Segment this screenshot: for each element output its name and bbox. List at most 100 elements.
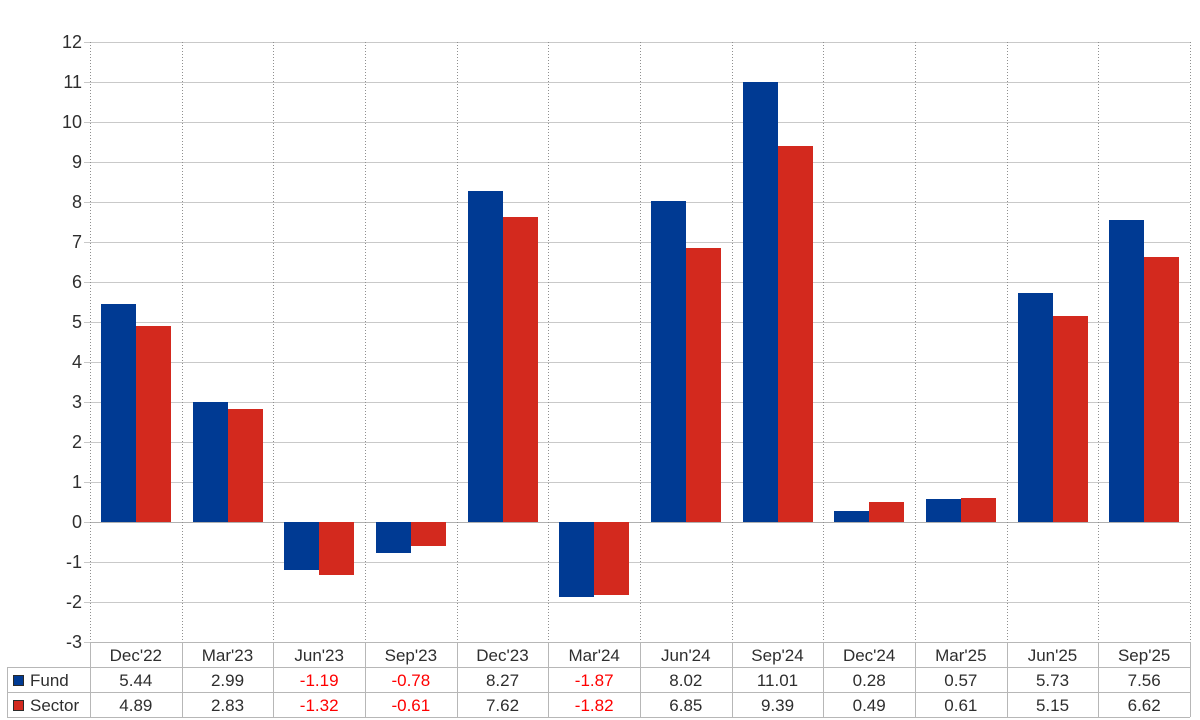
table-border <box>456 642 458 717</box>
table-header-cell: Mar'24 <box>568 646 620 665</box>
sector-bar <box>960 497 996 522</box>
table-border <box>273 642 275 717</box>
sector-value-cell: 0.49 <box>852 696 886 715</box>
table-header-cell: Dec'23 <box>476 646 529 665</box>
fund-value-cell: 8.02 <box>669 671 703 690</box>
legend-swatch-sector <box>13 699 24 711</box>
sector-value-cell: 2.83 <box>210 696 245 715</box>
y-axis-tick <box>84 322 90 323</box>
v-gridline <box>90 42 91 642</box>
y-axis-tick <box>84 242 90 243</box>
fund-bar <box>834 510 870 522</box>
sector-bar <box>502 217 538 522</box>
fund-bar <box>1109 219 1145 522</box>
table-header-cell: Sep'24 <box>751 646 804 665</box>
sector-bar <box>1144 257 1180 522</box>
table-border <box>823 642 825 717</box>
fund-value-cell: 11.01 <box>756 671 799 690</box>
fund-legend: Fund <box>8 668 89 692</box>
v-gridline <box>548 42 550 642</box>
y-axis-label: 8 <box>71 192 82 212</box>
fund-bar <box>467 191 503 522</box>
fund-value-cell: -1.19 <box>299 671 339 690</box>
table-border <box>548 642 550 717</box>
v-gridline <box>915 42 916 642</box>
fund-bar <box>925 499 961 522</box>
fund-value-cell: 5.73 <box>1035 671 1070 690</box>
table-border <box>1006 642 1008 717</box>
table-border <box>731 642 733 717</box>
table-header-cell: Jun'23 <box>294 646 344 665</box>
table-border <box>1098 642 1100 717</box>
sector-value-cell: 6.62 <box>1127 696 1161 715</box>
table-border <box>365 642 366 717</box>
y-axis-tick <box>84 122 90 123</box>
y-axis-tick <box>84 402 90 403</box>
y-axis-tick <box>84 42 90 43</box>
sector-value-cell: 7.62 <box>485 696 520 715</box>
sector-bar <box>135 326 171 522</box>
y-axis-label: 9 <box>71 152 82 172</box>
sector-value-cell: -1.32 <box>299 696 339 715</box>
sector-bar <box>685 248 721 522</box>
y-axis-tick <box>84 162 90 163</box>
sector-value-cell: 6.85 <box>669 696 703 715</box>
table-border <box>181 642 183 717</box>
v-gridline <box>456 42 458 642</box>
y-axis-label: 12 <box>61 32 82 52</box>
table-border <box>90 642 91 717</box>
legend-label: Sector <box>30 695 80 715</box>
table-header-cell: Jun'25 <box>1027 646 1078 665</box>
table-border <box>640 642 641 717</box>
y-axis-label: 10 <box>61 112 82 132</box>
fund-bar <box>192 402 228 522</box>
fund-value-cell: -1.87 <box>574 671 614 690</box>
sector-value-cell: 0.61 <box>944 696 978 715</box>
sector-legend: Sector <box>8 693 89 717</box>
y-axis-label: 0 <box>71 512 82 532</box>
v-gridline <box>823 42 825 642</box>
y-axis-tick <box>84 522 90 523</box>
fund-bar <box>742 81 778 522</box>
y-axis-tick <box>84 202 90 203</box>
sector-bar <box>410 522 446 547</box>
sector-value-cell: 5.15 <box>1035 696 1070 715</box>
fund-value-cell: 2.99 <box>210 671 245 690</box>
y-axis-label: 7 <box>71 232 82 252</box>
v-gridline <box>1006 42 1008 642</box>
v-gridline <box>365 42 366 642</box>
table-border <box>7 667 1190 668</box>
sector-bar <box>227 408 263 522</box>
y-axis-tick <box>84 562 90 563</box>
y-axis-tick <box>84 602 90 603</box>
table-header-cell: Mar'25 <box>935 646 987 665</box>
y-axis-label: 1 <box>71 472 82 492</box>
fund-bar <box>375 522 411 554</box>
fund-value-cell: -0.78 <box>391 671 431 690</box>
sector-bar <box>869 502 905 522</box>
v-gridline <box>181 42 183 642</box>
fund-bar <box>1017 292 1053 522</box>
y-axis-label: -2 <box>65 592 82 612</box>
table-border <box>915 642 916 717</box>
sector-bar <box>319 522 355 575</box>
fund-bar <box>284 522 320 570</box>
sector-value-cell: 9.39 <box>760 696 795 715</box>
fund-bar <box>650 201 686 522</box>
y-axis-tick <box>84 82 90 83</box>
sector-value-cell: 4.89 <box>119 696 153 715</box>
y-axis-label: 5 <box>71 312 82 332</box>
table-header-cell: Mar'23 <box>201 646 254 665</box>
table-header-cell: Sep'23 <box>384 646 438 665</box>
table-border <box>1190 642 1191 717</box>
table-header-cell: Dec'22 <box>109 646 163 665</box>
y-axis-tick <box>84 642 90 643</box>
y-axis-label: 4 <box>71 352 82 372</box>
y-axis-label: 11 <box>63 72 82 92</box>
sector-value-cell: -1.82 <box>574 696 614 715</box>
y-axis-label: 6 <box>71 272 82 292</box>
y-axis-tick <box>84 362 90 363</box>
